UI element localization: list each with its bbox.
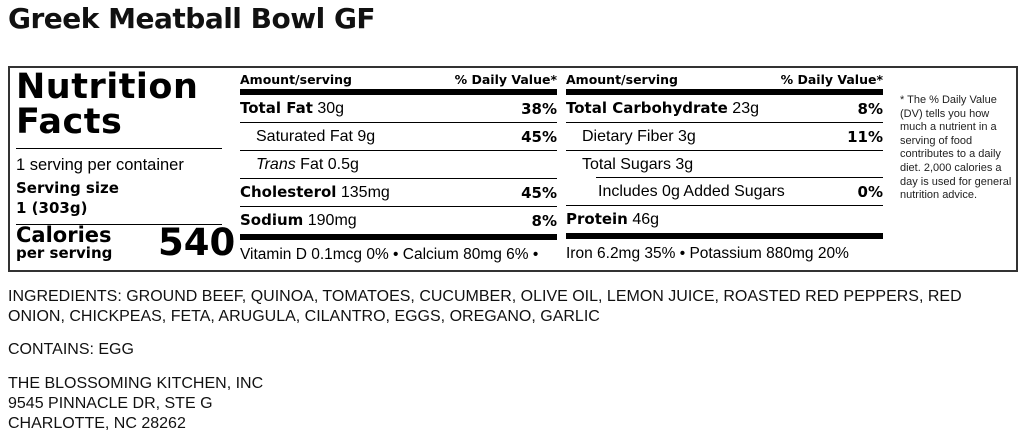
nutrient-row-saturated-fat: Saturated Fat 9g 45% (240, 123, 557, 151)
nutrient-dv: 45% (521, 127, 557, 146)
serving-size: Serving size 1 (303g) (16, 178, 119, 218)
allergen-statement: CONTAINS: EGG (8, 341, 134, 358)
divider (16, 224, 222, 225)
nutrient-amount: 46g (627, 211, 660, 228)
nutrient-row-trans-fat: Trans Fat 0.5g (240, 151, 557, 179)
manufacturer-address: THE BLOSSOMING KITCHEN, INC 9545 PINNACL… (8, 374, 263, 434)
vitamins-left: Vitamin D 0.1mcg 0% • Calcium 80mg 6% • (240, 246, 539, 263)
divider (16, 148, 222, 149)
vitamins-right: Iron 6.2mg 35% • Potassium 880mg 20% (566, 245, 849, 262)
calories-value: 540 (158, 221, 236, 264)
nutrient-dv: 8% (857, 99, 883, 118)
column-header: Amount/serving % Daily Value* (566, 70, 883, 89)
nutrient-dv: 45% (521, 183, 557, 202)
nutrient-row-dietary-fiber: Dietary Fiber 3g 11% (566, 123, 883, 151)
nutrient-amount: 23g (727, 100, 759, 117)
nutrient-row-sodium: Sodium 190mg 8% (240, 207, 557, 234)
header-amount: Amount/serving (240, 72, 352, 87)
calories-label: Calories per serving (16, 223, 113, 263)
serving-size-value: 1 (303g) (16, 199, 88, 217)
serving-size-label: Serving size (16, 179, 119, 197)
thick-divider (240, 234, 557, 240)
nutrient-name: Total Sugars (582, 155, 671, 173)
nutrient-row-added-sugars: Includes 0g Added Sugars 0% (566, 178, 883, 206)
nutrient-dv: 0% (857, 182, 883, 201)
nutrient-name: Dietary Fiber (582, 127, 674, 145)
nutrient-name: Sodium (240, 211, 304, 229)
column-header: Amount/serving % Daily Value* (240, 70, 557, 89)
nutrient-name: Cholesterol (240, 183, 337, 201)
nutrient-dv: 11% (847, 127, 883, 146)
nutrient-row-protein: Protein 46g (566, 206, 883, 233)
nutrition-facts-heading: Nutrition Facts (16, 70, 198, 140)
nutrient-dv: 38% (521, 99, 557, 118)
page-title: Greek Meatball Bowl GF (8, 2, 376, 35)
daily-value-footnote: * The % Daily Value (DV) tells you how m… (900, 94, 1012, 202)
nutrient-name: Total Carbohydrate (566, 99, 728, 117)
nutrient-amount: 3g (673, 127, 696, 145)
servings-per-container: 1 serving per container (16, 156, 184, 174)
heading-line2: Facts (16, 102, 123, 142)
address-line: THE BLOSSOMING KITCHEN, INC (8, 375, 264, 392)
header-dv: % Daily Value* (454, 72, 557, 87)
header-amount: Amount/serving (566, 72, 678, 87)
ingredients-text: INGREDIENTS: GROUND BEEF, QUINOA, TOMATO… (8, 288, 962, 325)
calories-subtitle: per serving (16, 244, 113, 262)
nutrient-row-total-fat: Total Fat 30g 38% (240, 95, 557, 123)
nutrient-dv: 8% (531, 211, 557, 230)
nutrient-row-total-carbohydrate: Total Carbohydrate 23g 8% (566, 95, 883, 123)
heading-line1: Nutrition (16, 67, 199, 107)
nutrient-amount: 190mg (303, 212, 357, 229)
thick-divider (240, 89, 557, 95)
nutrient-name: Total Fat (240, 99, 313, 117)
nutrient-row-cholesterol: Cholesterol 135mg 45% (240, 179, 557, 207)
address-line: CHARLOTTE, NC 28262 (8, 415, 186, 432)
nutrition-facts-label: Nutrition Facts 1 serving per container S… (8, 66, 1018, 272)
nutrient-name: Saturated Fat (256, 127, 353, 145)
nutrient-column-right: Amount/serving % Daily Value* Total Carbo… (566, 70, 883, 267)
nutrient-name: Trans (256, 155, 296, 173)
address-line: 9545 PINNACLE DR, STE G (8, 395, 213, 412)
nutrient-name: Protein (566, 210, 628, 228)
thick-divider (566, 89, 883, 95)
nutrient-amount: 135mg (336, 184, 390, 201)
nutrient-amount: Fat 0.5g (295, 155, 359, 173)
nutrient-row-total-sugars: Total Sugars 3g (566, 151, 883, 178)
header-dv: % Daily Value* (780, 72, 883, 87)
nutrient-amount: 9g (352, 127, 376, 145)
nutrient-amount: 30g (312, 100, 345, 117)
nutrient-amount: 3g (670, 155, 694, 173)
nutrient-name: Includes 0g Added Sugars (598, 182, 785, 200)
calories-title: Calories (16, 223, 112, 247)
thick-divider (566, 233, 883, 239)
nutrient-column-left: Amount/serving % Daily Value* Total Fat 3… (240, 70, 557, 268)
label-summary: Nutrition Facts 1 serving per container S… (14, 68, 235, 270)
